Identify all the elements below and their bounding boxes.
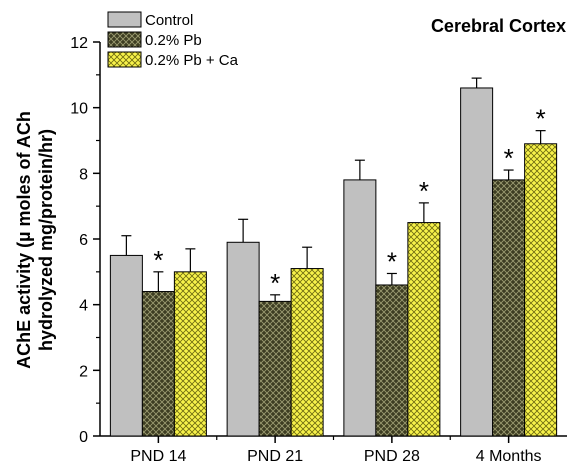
y-tick-label: 4 <box>79 298 88 315</box>
y-tick-label: 12 <box>70 35 88 52</box>
y-axis-title-line-2: hydrolyzed mg/protein/hr) <box>36 129 56 351</box>
legend-swatch <box>107 31 142 48</box>
bar <box>492 179 526 437</box>
legend-swatch <box>107 51 142 68</box>
bar <box>290 268 324 437</box>
legend-label: Control <box>145 12 193 29</box>
legend-swatch <box>107 11 142 28</box>
y-tick-label: 6 <box>79 232 88 249</box>
bar <box>258 300 292 437</box>
plot-area: 0 2 4 6 8 10 12 PND 14 * PND 21 * PND 28 * * 4 Months *… <box>70 35 567 465</box>
y-tick-label: 8 <box>79 166 88 183</box>
significance-marker: * <box>387 246 397 276</box>
bar <box>524 143 558 437</box>
bar <box>141 291 175 437</box>
x-tick-label: PND 28 <box>364 448 420 465</box>
bar <box>407 222 441 437</box>
x-tick-label: PND 14 <box>130 448 186 465</box>
bar <box>109 254 143 437</box>
significance-marker: * <box>153 245 163 275</box>
y-tick-label: 0 <box>79 429 88 446</box>
legend: Control 0.2% Pb 0.2% Pb + Ca <box>107 11 239 69</box>
chart-title: Cerebral Cortex <box>431 16 566 36</box>
x-tick-label: PND 21 <box>247 448 303 465</box>
bar <box>226 241 260 437</box>
bar <box>460 87 494 437</box>
bar <box>343 179 377 437</box>
y-axis-title-line-1: AChE activity (µ moles of ACh <box>14 111 34 369</box>
significance-marker: * <box>504 143 514 173</box>
significance-marker: * <box>270 268 280 298</box>
x-tick-label: 4 Months <box>476 448 542 465</box>
legend-label: 0.2% Pb <box>145 32 202 49</box>
significance-marker: * <box>419 176 429 206</box>
bar <box>173 271 207 437</box>
y-tick-label: 10 <box>70 101 88 118</box>
y-tick-label: 2 <box>79 363 88 380</box>
legend-label: 0.2% Pb + Ca <box>145 52 239 69</box>
bar <box>375 284 409 437</box>
y-axis-title: AChE activity (µ moles of ACh hydrolyzed… <box>14 111 56 369</box>
significance-marker: * <box>536 104 546 134</box>
